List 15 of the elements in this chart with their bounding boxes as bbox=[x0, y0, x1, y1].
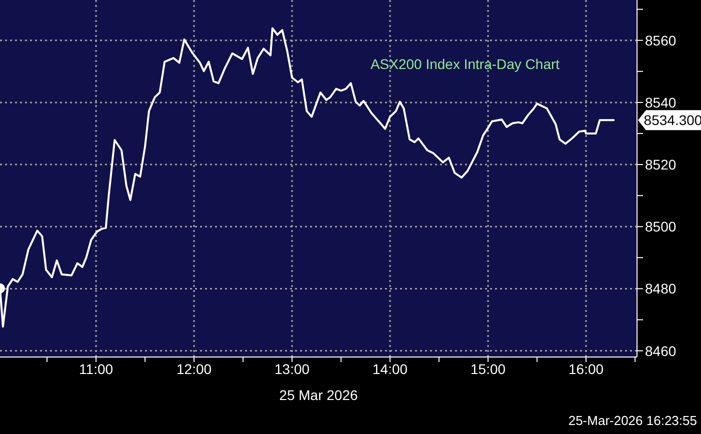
x-tick-label: 13:00 bbox=[274, 360, 310, 377]
y-tick-label: 8500 bbox=[645, 218, 676, 235]
text: 25-Mar-2026 16:23:55 bbox=[568, 413, 697, 428]
x-tick-label: 11:00 bbox=[79, 360, 114, 377]
x-tick-label: 16:00 bbox=[568, 360, 604, 377]
x-tick-label: 14:00 bbox=[372, 360, 408, 377]
y-tick-label: 8560 bbox=[645, 32, 676, 48]
x-tick-label: 15:00 bbox=[470, 360, 506, 377]
y-tick-label: 8520 bbox=[645, 156, 676, 172]
y-tick-label: 8540 bbox=[645, 94, 676, 110]
text: ASX200 Index Intra-Day Chart bbox=[370, 56, 560, 72]
y-tick-label: 8480 bbox=[645, 280, 676, 297]
x-axis-title: 25 Mar 2026 bbox=[279, 387, 358, 403]
y-tick-label: 8460 bbox=[645, 342, 676, 359]
x-tick-label: 12:00 bbox=[176, 360, 212, 377]
